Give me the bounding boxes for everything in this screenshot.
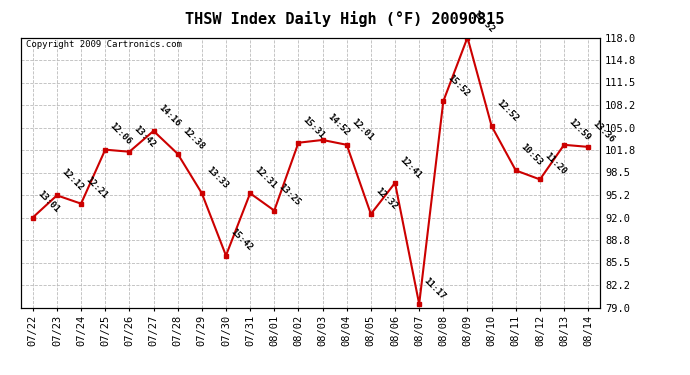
- Text: 13:52: 13:52: [471, 9, 495, 35]
- Text: 13:36: 13:36: [591, 119, 616, 144]
- Text: 12:38: 12:38: [181, 126, 206, 151]
- Text: 12:12: 12:12: [60, 167, 85, 193]
- Text: 13:25: 13:25: [277, 182, 302, 208]
- Text: 13:33: 13:33: [205, 165, 230, 190]
- Text: 12:41: 12:41: [398, 155, 423, 180]
- Text: 10:53: 10:53: [519, 142, 544, 168]
- Text: 14:52: 14:52: [326, 112, 351, 137]
- Text: 12:31: 12:31: [253, 165, 278, 190]
- Text: THSW Index Daily High (°F) 20090815: THSW Index Daily High (°F) 20090815: [186, 11, 504, 27]
- Text: 13:01: 13:01: [36, 189, 61, 215]
- Text: 15:31: 15:31: [302, 115, 326, 140]
- Text: 12:21: 12:21: [84, 176, 109, 201]
- Text: 15:52: 15:52: [446, 73, 471, 98]
- Text: 11:17: 11:17: [422, 276, 447, 301]
- Text: Copyright 2009 Cartronics.com: Copyright 2009 Cartronics.com: [26, 40, 182, 49]
- Text: 12:52: 12:52: [495, 98, 520, 123]
- Text: 13:42: 13:42: [132, 124, 157, 149]
- Text: 11:20: 11:20: [543, 151, 568, 177]
- Text: 15:42: 15:42: [229, 227, 254, 253]
- Text: 12:06: 12:06: [108, 122, 133, 147]
- Text: 14:16: 14:16: [157, 103, 181, 128]
- Text: 12:01: 12:01: [350, 117, 375, 142]
- Text: 12:32: 12:32: [374, 186, 399, 211]
- Text: 12:59: 12:59: [567, 117, 592, 142]
